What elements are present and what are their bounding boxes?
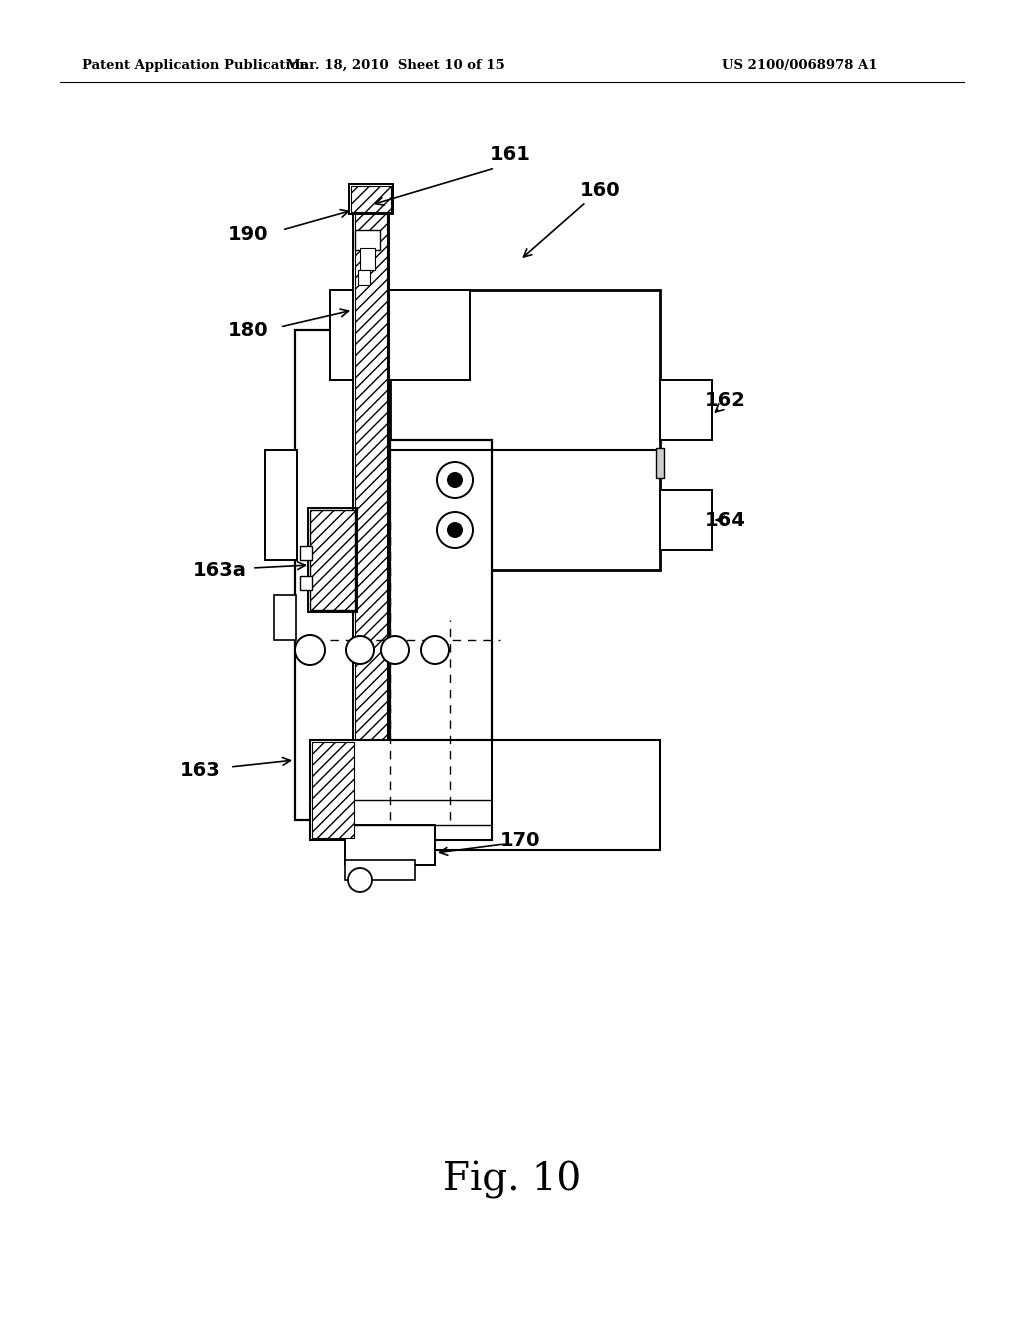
Circle shape (421, 636, 449, 664)
Text: 161: 161 (489, 145, 530, 165)
Text: Mar. 18, 2010  Sheet 10 of 15: Mar. 18, 2010 Sheet 10 of 15 (286, 58, 505, 71)
Bar (358, 271, 370, 285)
Text: 190: 190 (227, 226, 268, 244)
Circle shape (381, 636, 409, 664)
Bar (300, 576, 312, 590)
Bar (349, 183, 393, 214)
Bar (300, 546, 312, 560)
Text: 163a: 163a (194, 561, 247, 579)
Bar (345, 825, 435, 865)
Bar (330, 290, 470, 380)
Text: 170: 170 (500, 830, 541, 850)
Text: 160: 160 (580, 181, 621, 199)
Bar (310, 510, 355, 610)
Text: 163: 163 (179, 760, 220, 780)
Bar (390, 290, 660, 570)
Bar (345, 861, 415, 880)
Text: Patent Application Publication: Patent Application Publication (82, 58, 309, 71)
Bar (308, 508, 357, 612)
Bar (265, 450, 297, 560)
Circle shape (437, 512, 473, 548)
Bar (295, 330, 390, 820)
Bar (390, 440, 492, 820)
Text: Fig. 10: Fig. 10 (442, 1162, 582, 1199)
Text: 180: 180 (227, 321, 268, 339)
Circle shape (447, 473, 463, 488)
Bar (660, 490, 712, 550)
Text: 162: 162 (705, 391, 745, 409)
Bar (353, 201, 389, 800)
Circle shape (295, 635, 325, 665)
Text: US 2100/0068978 A1: US 2100/0068978 A1 (722, 58, 878, 71)
Circle shape (437, 462, 473, 498)
Bar (360, 248, 375, 271)
Circle shape (447, 521, 463, 539)
Circle shape (346, 636, 374, 664)
Circle shape (348, 869, 372, 892)
Bar (355, 230, 380, 249)
Bar (312, 742, 354, 838)
Bar (355, 201, 387, 800)
Bar (274, 595, 296, 640)
Bar (351, 186, 391, 213)
Text: 164: 164 (705, 511, 745, 529)
Bar (656, 447, 664, 478)
Bar (390, 741, 660, 850)
Bar (660, 380, 712, 440)
Bar (310, 741, 492, 840)
